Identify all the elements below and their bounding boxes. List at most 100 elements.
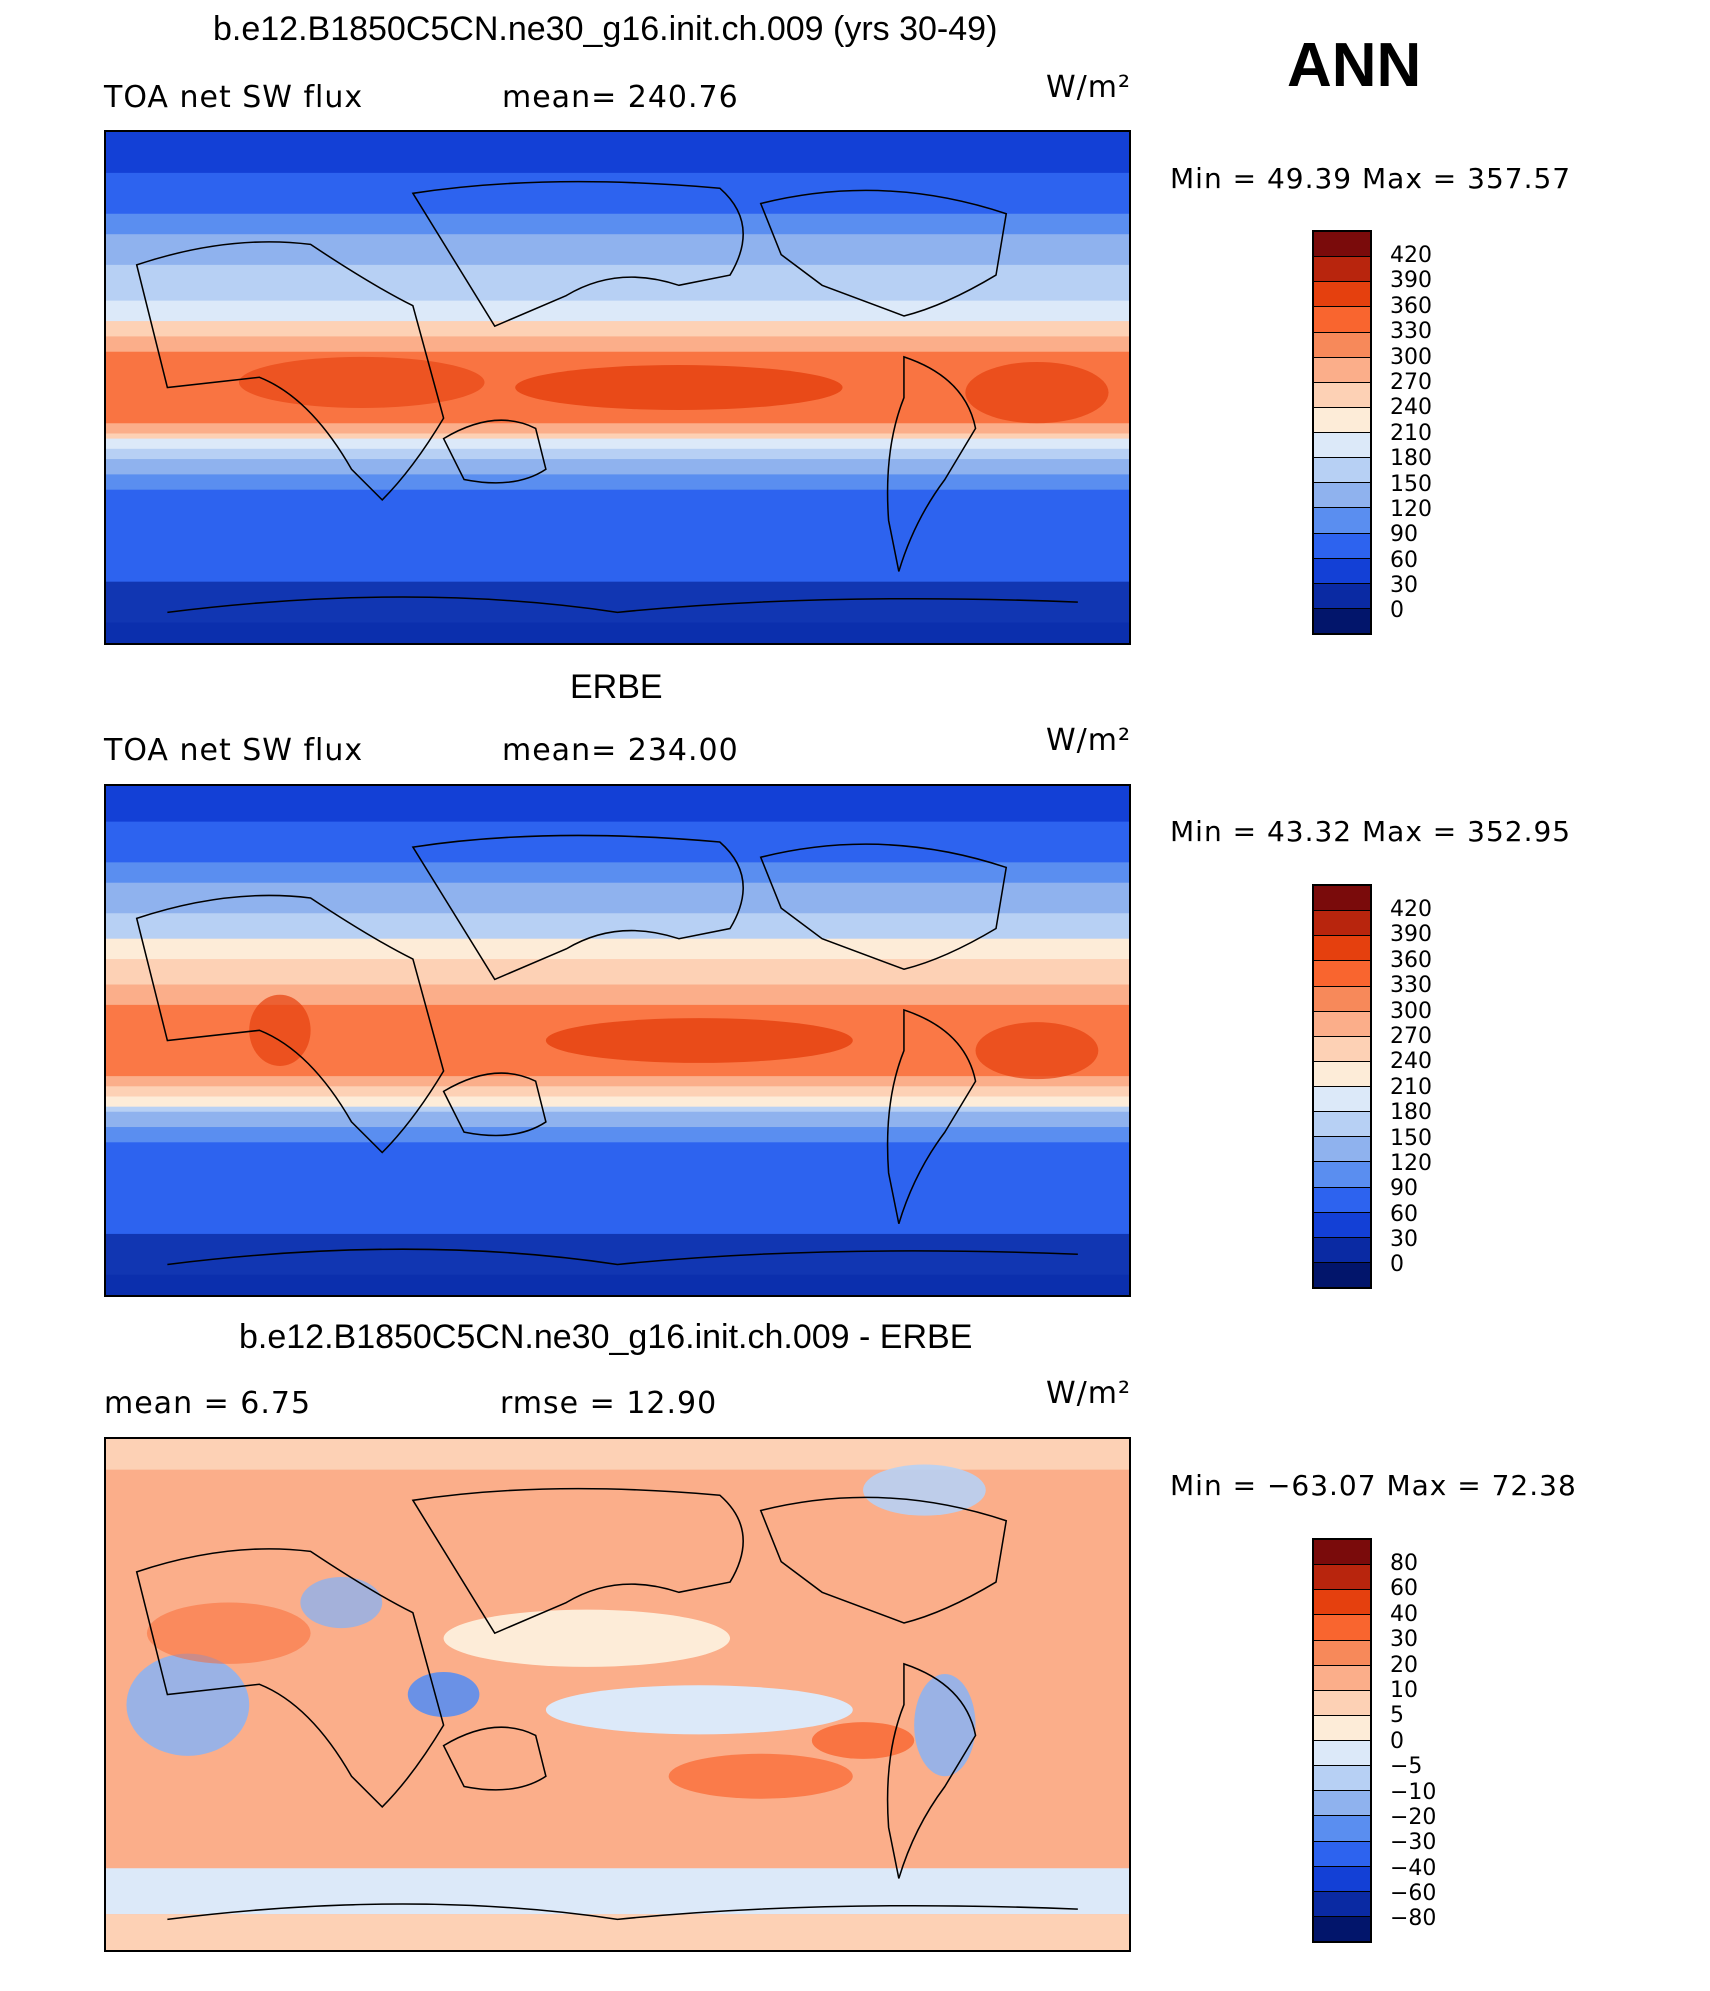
colorbar-tick-label: 210 [1390,420,1432,446]
colorbar-tick-label: 120 [1390,1150,1432,1176]
colorbar-swatch [1314,583,1370,609]
colorbar-swatch [1314,1011,1370,1037]
colorbar-swatch [1314,608,1370,633]
colorbar-tick-label: 90 [1390,522,1418,548]
colorbar-tick-label: 30 [1390,1627,1418,1653]
colorbar-swatch [1314,1565,1370,1591]
colorbar-tick-label: 180 [1390,446,1432,472]
colorbar-swatch [1314,1540,1370,1566]
colorbar-swatch [1314,1816,1370,1842]
colorbar-swatch [1314,1262,1370,1287]
panel1-colorbar [1312,230,1372,635]
colorbar-swatch [1314,407,1370,433]
season-label: ANN [1287,31,1422,100]
panel1-units-label: W/m² [1046,70,1132,105]
colorbar-swatch [1314,1162,1370,1188]
colorbar-tick-label: 10 [1390,1677,1418,1703]
colorbar-swatch [1314,1841,1370,1867]
colorbar-tick-label: 240 [1390,1049,1432,1075]
colorbar-swatch [1314,433,1370,459]
colorbar-tick-label: −10 [1390,1779,1437,1805]
colorbar-swatch [1314,1212,1370,1238]
panel1-colorbar-labels: 420 390 360 330 300 270 240 210 180 150 120 90 60 30 0 [1390,243,1432,624]
colorbar-tick-label: 180 [1390,1100,1432,1126]
colorbar-swatch [1314,508,1370,534]
colorbar-swatch [1314,961,1370,987]
colorbar-tick-label: −20 [1390,1804,1437,1830]
colorbar-swatch [1314,257,1370,283]
colorbar-swatch [1314,1237,1370,1263]
colorbar-tick-label: −5 [1390,1754,1423,1780]
colorbar-tick-label: 40 [1390,1601,1418,1627]
colorbar-tick-label: 0 [1390,598,1404,624]
colorbar-tick-label: 420 [1390,243,1432,268]
colorbar-tick-label: 30 [1390,573,1418,599]
colorbar-swatch [1314,1590,1370,1616]
panel2-mean-label: mean= 234.00 [502,733,739,768]
colorbar-swatch [1314,282,1370,308]
colorbar-tick-label: −80 [1390,1906,1437,1932]
colorbar-swatch [1314,307,1370,333]
panel1-title: b.e12.B1850C5CN.ne30_g16.init.ch.009 (yr… [213,10,998,48]
colorbar-tick-label: 120 [1390,496,1432,522]
panel3-units-label: W/m² [1046,1376,1132,1411]
panel3-minmax: Min = −63.07 Max = 72.38 [1170,1469,1577,1502]
colorbar-swatch [1314,1087,1370,1113]
colorbar-swatch [1314,232,1370,258]
colorbar-swatch [1314,1891,1370,1917]
colorbar-tick-label: 20 [1390,1652,1418,1678]
colorbar-swatch [1314,533,1370,559]
colorbar-tick-label: 150 [1390,1125,1432,1151]
colorbar-tick-label: 240 [1390,395,1432,421]
colorbar-swatch [1314,1866,1370,1892]
panel3-title: b.e12.B1850C5CN.ne30_g16.init.ch.009 - E… [239,1318,973,1356]
colorbar-swatch [1314,1187,1370,1213]
colorbar-swatch [1314,558,1370,584]
colorbar-tick-label: 210 [1390,1074,1432,1100]
colorbar-tick-label: 270 [1390,369,1432,395]
panel2-title: ERBE [570,668,663,706]
colorbar-swatch [1314,1690,1370,1716]
colorbar-swatch [1314,382,1370,408]
colorbar-swatch [1314,936,1370,962]
colorbar-tick-label: −30 [1390,1830,1437,1856]
colorbar-tick-label: 390 [1390,922,1432,948]
colorbar-tick-label: 360 [1390,293,1432,319]
panel2-variable-label: TOA net SW flux [104,733,364,768]
colorbar-tick-label: 300 [1390,344,1432,370]
colorbar-tick-label: 330 [1390,973,1432,999]
colorbar-tick-label: 150 [1390,471,1432,497]
colorbar-swatch [1314,1137,1370,1163]
colorbar-swatch [1314,1615,1370,1641]
panel3-map [104,1437,1131,1952]
colorbar-swatch [1314,1112,1370,1138]
colorbar-tick-label: 360 [1390,947,1432,973]
colorbar-tick-label: 0 [1390,1728,1404,1754]
colorbar-tick-label: 60 [1390,1576,1418,1602]
colorbar-tick-label: 90 [1390,1176,1418,1202]
colorbar-swatch [1314,1741,1370,1767]
panel1-map [104,130,1131,645]
colorbar-tick-label: 0 [1390,1252,1404,1278]
colorbar-swatch [1314,458,1370,484]
colorbar-tick-label: 420 [1390,897,1432,922]
colorbar-tick-label: 5 [1390,1703,1404,1729]
colorbar-swatch [1314,986,1370,1012]
colorbar-tick-label: 60 [1390,547,1418,573]
panel1-minmax: Min = 49.39 Max = 357.57 [1170,162,1572,195]
colorbar-swatch [1314,1916,1370,1941]
panel3-mean-label: mean = 6.75 [104,1386,312,1421]
panel3-colorbar [1312,1538,1372,1943]
panel2-colorbar-labels: 420 390 360 330 300 270 240 210 180 150 120 90 60 30 0 [1390,897,1432,1278]
colorbar-swatch [1314,911,1370,937]
colorbar-tick-label: 80 [1390,1551,1418,1576]
panel2-colorbar [1312,884,1372,1289]
panel2-minmax: Min = 43.32 Max = 352.95 [1170,815,1572,848]
panel1-mean-label: mean= 240.76 [502,80,739,115]
colorbar-tick-label: 390 [1390,268,1432,294]
colorbar-tick-label: 270 [1390,1023,1432,1049]
panel2-map [104,784,1131,1297]
colorbar-swatch [1314,357,1370,383]
colorbar-swatch [1314,1640,1370,1666]
colorbar-tick-label: 300 [1390,998,1432,1024]
